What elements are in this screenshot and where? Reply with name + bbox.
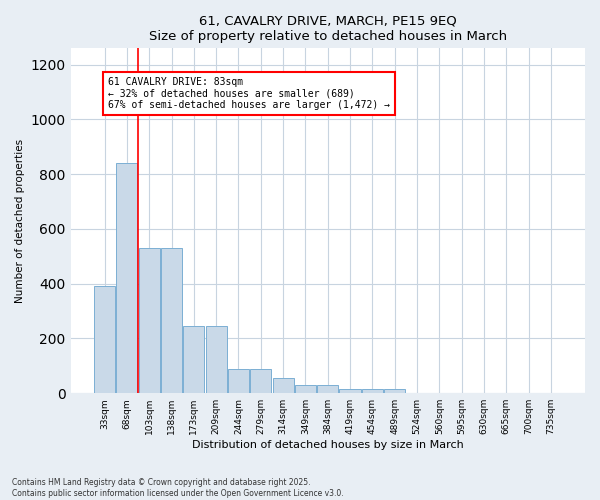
Text: Contains HM Land Registry data © Crown copyright and database right 2025.
Contai: Contains HM Land Registry data © Crown c… bbox=[12, 478, 344, 498]
Bar bbox=[362, 389, 383, 393]
Bar bbox=[317, 385, 338, 393]
Bar bbox=[295, 385, 316, 393]
Bar bbox=[116, 164, 137, 393]
Bar bbox=[272, 378, 294, 393]
Bar bbox=[384, 389, 406, 393]
Bar bbox=[206, 326, 227, 393]
Bar bbox=[183, 326, 205, 393]
Bar bbox=[228, 368, 249, 393]
Bar bbox=[250, 368, 271, 393]
Title: 61, CAVALRY DRIVE, MARCH, PE15 9EQ
Size of property relative to detached houses : 61, CAVALRY DRIVE, MARCH, PE15 9EQ Size … bbox=[149, 15, 507, 43]
X-axis label: Distribution of detached houses by size in March: Distribution of detached houses by size … bbox=[192, 440, 464, 450]
Y-axis label: Number of detached properties: Number of detached properties bbox=[15, 138, 25, 303]
Bar bbox=[139, 248, 160, 393]
Text: 61 CAVALRY DRIVE: 83sqm
← 32% of detached houses are smaller (689)
67% of semi-d: 61 CAVALRY DRIVE: 83sqm ← 32% of detache… bbox=[108, 77, 390, 110]
Bar bbox=[94, 286, 115, 393]
Bar bbox=[161, 248, 182, 393]
Bar bbox=[340, 389, 361, 393]
